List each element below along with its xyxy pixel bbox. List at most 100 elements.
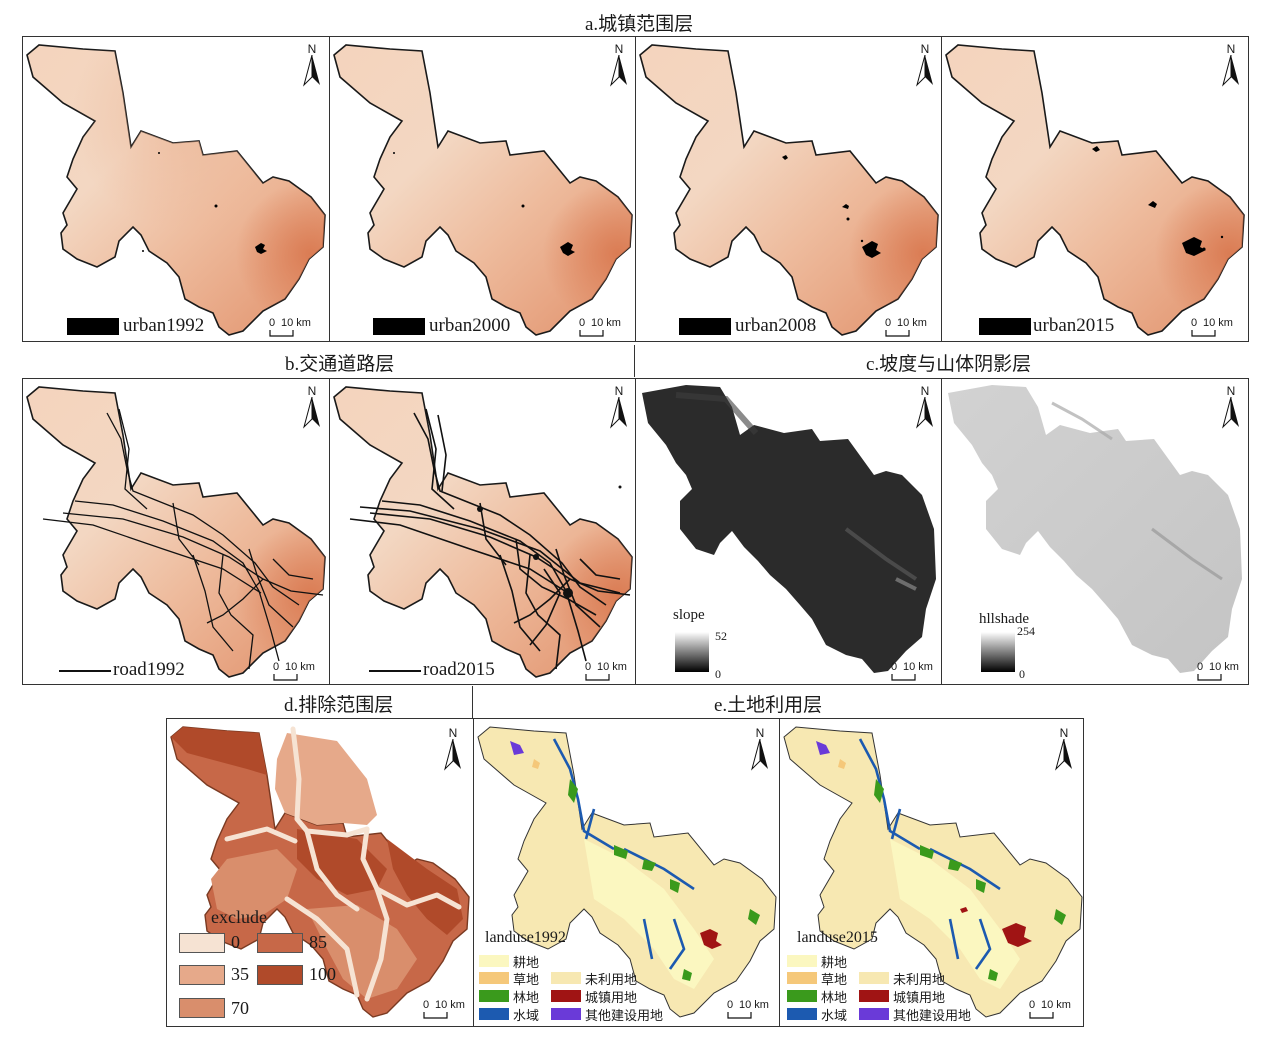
landuse-label-grassland: 草地 [821, 972, 848, 987]
slope-map [642, 385, 936, 673]
north-arrow-icon: N [1220, 385, 1242, 431]
section-title-b: b.交通道路层 [285, 354, 395, 375]
scale-bar: 0 10 km [1197, 661, 1247, 684]
landuse-label-other-built: 其他建设用地 [893, 1008, 972, 1023]
road1992-map [26, 386, 326, 678]
road-terrain-panel: road1992 road2015 slope 52 0 hllshade 25… [22, 378, 1249, 685]
road1992-label: road1992 [113, 659, 185, 680]
exclude-label-70: 70 [231, 998, 249, 1018]
road2015-map [333, 386, 633, 678]
section-title-e: e.土地利用层 [714, 695, 823, 716]
landuse-swatch-grassland [479, 972, 509, 984]
hillshade-min: 0 [1019, 667, 1025, 681]
landuse-swatch-cropland [787, 955, 817, 967]
landuse2015-map [783, 726, 1083, 1018]
hillshade-legend-title: hllshade [979, 611, 1029, 627]
landuse-label-water: 水域 [513, 1008, 540, 1023]
exclude-swatch-100 [257, 965, 303, 985]
exclude-label-100: 100 [309, 964, 336, 984]
urban2015-swatch [979, 318, 1031, 335]
road2015-label: road2015 [423, 659, 495, 680]
landuse-label-forest: 林地 [821, 990, 848, 1005]
exclude-map [170, 726, 470, 1018]
landuse-swatch-other-built [551, 1008, 581, 1020]
slope-legend-title: slope [673, 607, 705, 623]
exclude-swatch-35 [179, 965, 225, 985]
landuse-swatch-forest [787, 990, 817, 1002]
urban2000-swatch [373, 318, 425, 335]
scale-bar: 0 10 km [885, 317, 935, 341]
scale-bar: 0 10 km [579, 317, 629, 341]
landuse2015-title: landuse2015 [797, 929, 878, 946]
slope-ramp [675, 632, 709, 672]
urban1992-label: urban1992 [123, 315, 205, 336]
urban2000-map [333, 44, 633, 336]
landuse-label-grassland: 草地 [513, 972, 540, 987]
section-title-c: c.坡度与山体阴影层 [866, 354, 1032, 375]
hillshade-ramp [981, 632, 1015, 672]
scale-bar: 0 10 km [1191, 317, 1241, 341]
north-arrow-icon: N [608, 385, 630, 431]
landuse-swatch-urban [551, 990, 581, 1002]
landuse-label-water: 水域 [821, 1008, 848, 1023]
landuse-swatch-water [787, 1008, 817, 1020]
landuse-swatch-unused [551, 972, 581, 984]
hillshade-max: 254 [1017, 624, 1035, 638]
landuse-swatch-unused [859, 972, 889, 984]
landuse-label-other-built: 其他建设用地 [585, 1008, 664, 1023]
scale-bar: 0 10 km [891, 661, 941, 684]
scale-bar: 0 10 km [423, 999, 473, 1023]
north-arrow-icon: N [442, 727, 464, 773]
scale-bar: 0 10 km [273, 661, 323, 684]
north-arrow-icon: N [914, 43, 936, 89]
landuse-label-cropland: 耕地 [821, 955, 848, 970]
landuse-label-unused: 未利用地 [585, 972, 638, 987]
urban1992-map [26, 44, 326, 336]
exclude-swatch-0 [179, 933, 225, 953]
north-arrow-icon: N [608, 43, 630, 89]
landuse-label-unused: 未利用地 [893, 972, 946, 987]
scale-bar: 0 10 km [1029, 999, 1079, 1023]
exclude-legend-title: exclude [211, 907, 267, 927]
landuse-label-forest: 林地 [513, 990, 540, 1005]
section-title-a: a.城镇范围层 [585, 14, 694, 35]
north-arrow-icon: N [1220, 43, 1242, 89]
landuse-swatch-other-built [859, 1008, 889, 1020]
slope-min: 0 [715, 667, 721, 681]
north-arrow-icon: N [914, 385, 936, 431]
urban1992-swatch [67, 318, 119, 335]
exclude-label-85: 85 [309, 932, 327, 952]
scale-bar: 0 10 km [727, 999, 777, 1023]
urban2008-label: urban2008 [735, 315, 817, 336]
road2015-line [369, 670, 421, 672]
road1992-line [59, 670, 111, 672]
divider-d-e [472, 686, 473, 718]
landuse-label-urban: 城镇用地 [893, 990, 946, 1005]
divider-b-c [634, 345, 635, 377]
exclude-label-0: 0 [231, 932, 240, 952]
landuse1992-title: landuse1992 [485, 929, 566, 946]
urban2015-map [945, 44, 1245, 336]
slope-max: 52 [715, 629, 727, 643]
landuse-label-cropland: 耕地 [513, 955, 540, 970]
north-arrow-icon: N [1053, 727, 1075, 773]
landuse-swatch-cropland [479, 955, 509, 967]
section-title-d: d.排除范围层 [284, 695, 394, 716]
urban2008-map [639, 44, 939, 336]
exclude-landuse-panel: exclude 0 35 70 85 100 [166, 718, 1084, 1027]
scale-bar: 0 10 km [269, 317, 319, 341]
landuse-swatch-grassland [787, 972, 817, 984]
landuse1992-map [477, 726, 777, 1018]
exclude-swatch-70 [179, 998, 225, 1018]
urban-panel: urban1992 urban2000 urban2008 urban2015 … [22, 36, 1249, 342]
north-arrow-icon: N [301, 385, 323, 431]
landuse-swatch-forest [479, 990, 509, 1002]
exclude-label-35: 35 [231, 964, 249, 984]
hillshade-map [948, 385, 1242, 673]
scale-bar: 0 10 km [585, 661, 635, 684]
north-arrow-icon: N [301, 43, 323, 89]
north-arrow-icon: N [749, 727, 771, 773]
landuse-swatch-water [479, 1008, 509, 1020]
landuse-label-urban: 城镇用地 [585, 990, 638, 1005]
landuse-swatch-urban [859, 990, 889, 1002]
